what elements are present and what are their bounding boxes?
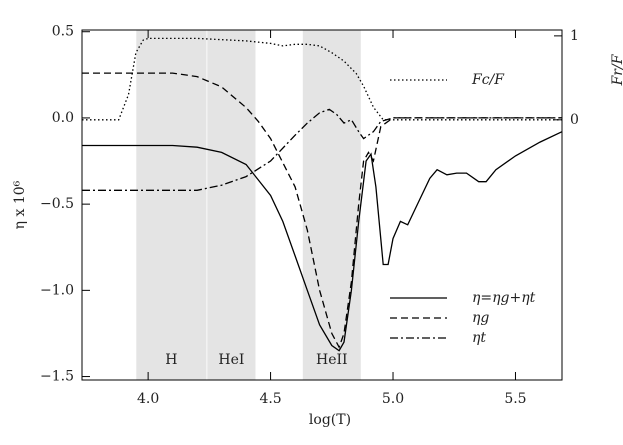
legend-label: ηg (472, 310, 489, 326)
region-band (302, 29, 362, 381)
legend-label: Fc/F (471, 72, 505, 88)
x-tick-label: 5.5 (504, 391, 526, 407)
series-line (82, 131, 563, 352)
y2-tick-label: 1 (570, 28, 579, 44)
region-label: H (165, 352, 177, 368)
y-tick-label: 0.0 (52, 110, 74, 126)
region-band (206, 29, 257, 381)
plot-frame (81, 29, 563, 381)
bands (135, 29, 362, 381)
legend-label: η=ηg+ηt (472, 290, 536, 306)
y-tick-label: −1.0 (40, 282, 74, 298)
x-tick-label: 5.0 (382, 391, 404, 407)
series-line (82, 108, 562, 191)
y-axis-label: η x 10⁶ (12, 180, 28, 229)
series-line (82, 37, 562, 121)
region-band (135, 29, 208, 381)
region-label: HeI (218, 352, 244, 368)
x-tick-label: 4.5 (259, 391, 281, 407)
x-axis-label: log(T) (309, 412, 351, 428)
y2-axis-label: Fr/F (610, 53, 623, 86)
y2-tick-label: 0 (570, 112, 579, 128)
region-label: HeII (316, 352, 348, 368)
legend-label: ηt (472, 330, 486, 346)
x-tick-label: 4.0 (137, 391, 159, 407)
y-tick-label: 0.5 (52, 24, 74, 40)
series-line (82, 72, 562, 349)
y-tick-label: −0.5 (40, 196, 74, 212)
y-tick-label: −1.5 (40, 369, 74, 385)
